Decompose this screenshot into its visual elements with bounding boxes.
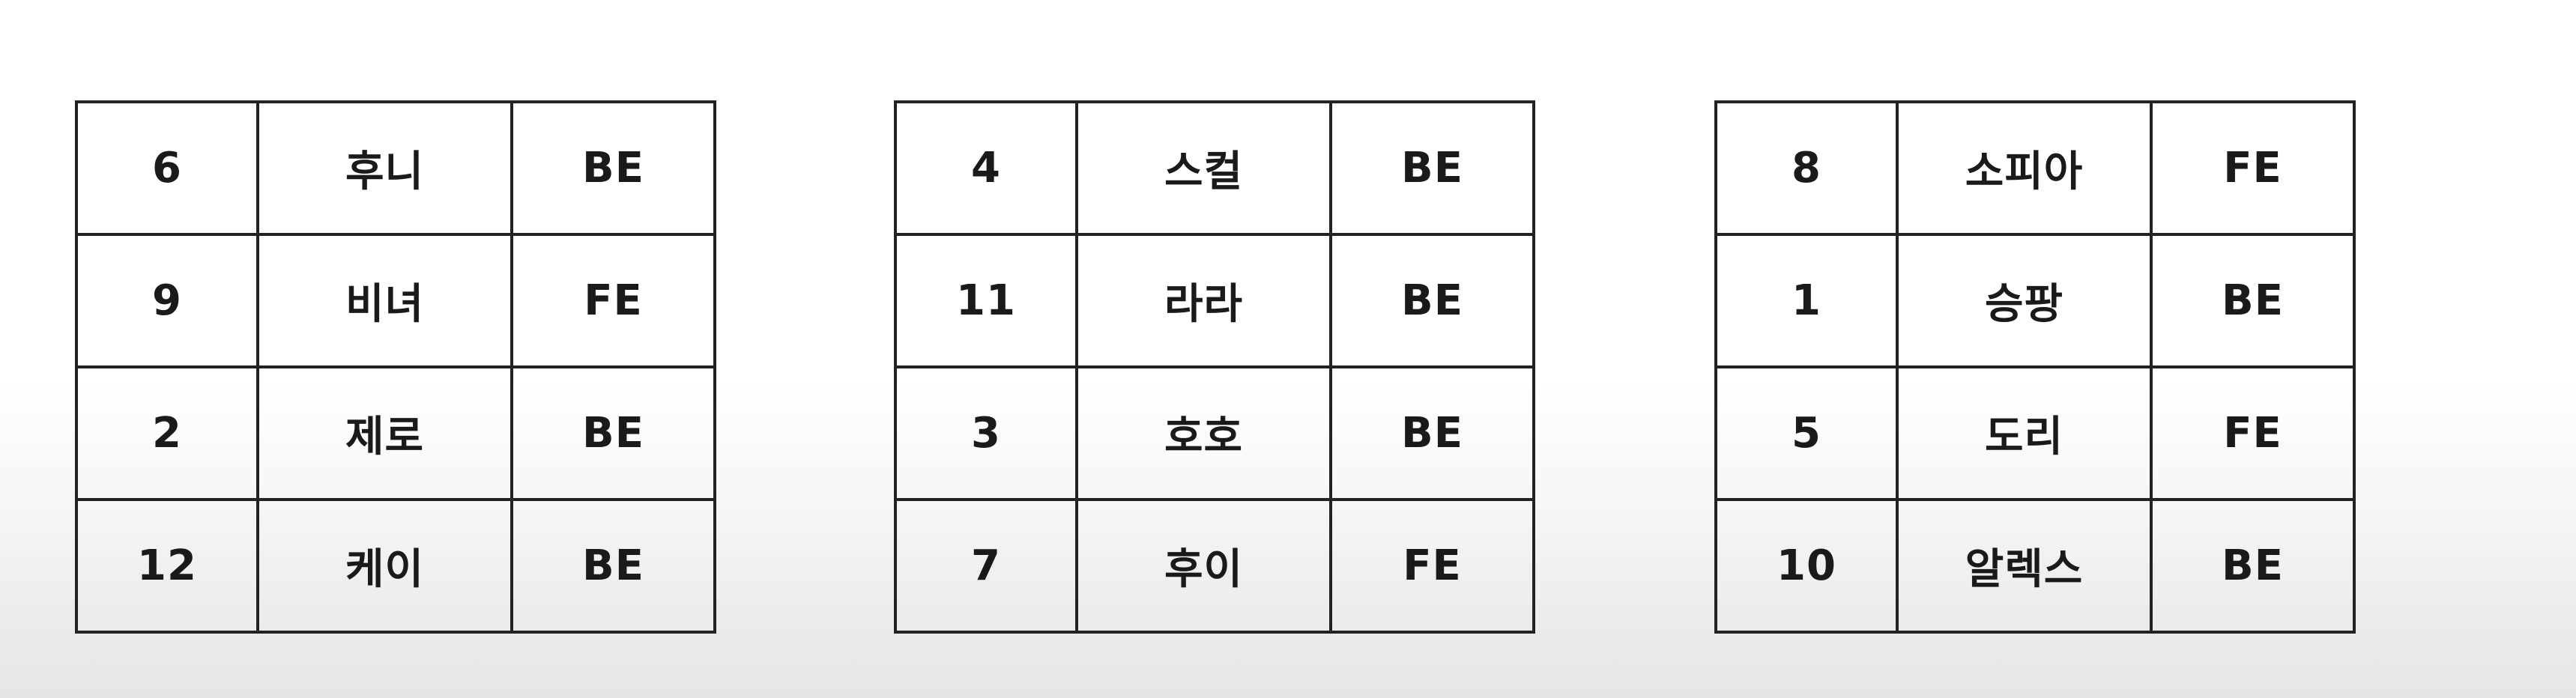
member-role: BE (2150, 498, 2356, 634)
member-name: 스컬 (1075, 100, 1332, 236)
table-row: 6 후니 BE (75, 100, 716, 236)
table-row: 10 알렉스 BE (1714, 498, 2356, 634)
member-role: BE (510, 100, 716, 236)
member-name: 후니 (256, 100, 513, 236)
member-number: 6 (75, 100, 259, 236)
team-table-3: 8 소피아 FE 1 승팡 BE 5 도리 FE 10 알렉스 BE (1714, 100, 2356, 634)
member-name: 도리 (1896, 365, 2153, 501)
table-row: 11 라라 BE (894, 233, 1535, 368)
member-number: 9 (75, 233, 259, 368)
member-role: FE (2150, 100, 2356, 236)
table-row: 12 케이 BE (75, 498, 716, 634)
member-role: BE (1329, 233, 1535, 368)
member-role: BE (510, 365, 716, 501)
table-row: 4 스컬 BE (894, 100, 1535, 236)
member-name: 승팡 (1896, 233, 2153, 368)
member-name: 소피아 (1896, 100, 2153, 236)
member-number: 5 (1714, 365, 1899, 501)
table-row: 1 승팡 BE (1714, 233, 2356, 368)
member-number: 11 (894, 233, 1078, 368)
table-row: 5 도리 FE (1714, 365, 2356, 501)
member-name: 알렉스 (1896, 498, 2153, 634)
member-role: FE (510, 233, 716, 368)
member-number: 7 (894, 498, 1078, 634)
member-number: 8 (1714, 100, 1899, 236)
member-role: FE (1329, 498, 1535, 634)
member-role: BE (510, 498, 716, 634)
table-row: 8 소피아 FE (1714, 100, 2356, 236)
member-name: 비녀 (256, 233, 513, 368)
member-role: BE (1329, 365, 1535, 501)
member-number: 4 (894, 100, 1078, 236)
table-row: 7 후이 FE (894, 498, 1535, 634)
member-name: 호호 (1075, 365, 1332, 501)
table-row: 3 호호 BE (894, 365, 1535, 501)
table-row: 2 제로 BE (75, 365, 716, 501)
member-name: 라라 (1075, 233, 1332, 368)
member-number: 3 (894, 365, 1078, 501)
team-table-1: 6 후니 BE 9 비녀 FE 2 제로 BE 12 케이 BE (75, 100, 716, 634)
member-number: 2 (75, 365, 259, 501)
member-name: 제로 (256, 365, 513, 501)
member-number: 1 (1714, 233, 1899, 368)
member-number: 12 (75, 498, 259, 634)
team-table-2: 4 스컬 BE 11 라라 BE 3 호호 BE 7 후이 FE (894, 100, 1535, 634)
member-name: 후이 (1075, 498, 1332, 634)
member-number: 10 (1714, 498, 1899, 634)
member-role: BE (1329, 100, 1535, 236)
table-row: 9 비녀 FE (75, 233, 716, 368)
member-role: FE (2150, 365, 2356, 501)
member-name: 케이 (256, 498, 513, 634)
member-role: BE (2150, 233, 2356, 368)
